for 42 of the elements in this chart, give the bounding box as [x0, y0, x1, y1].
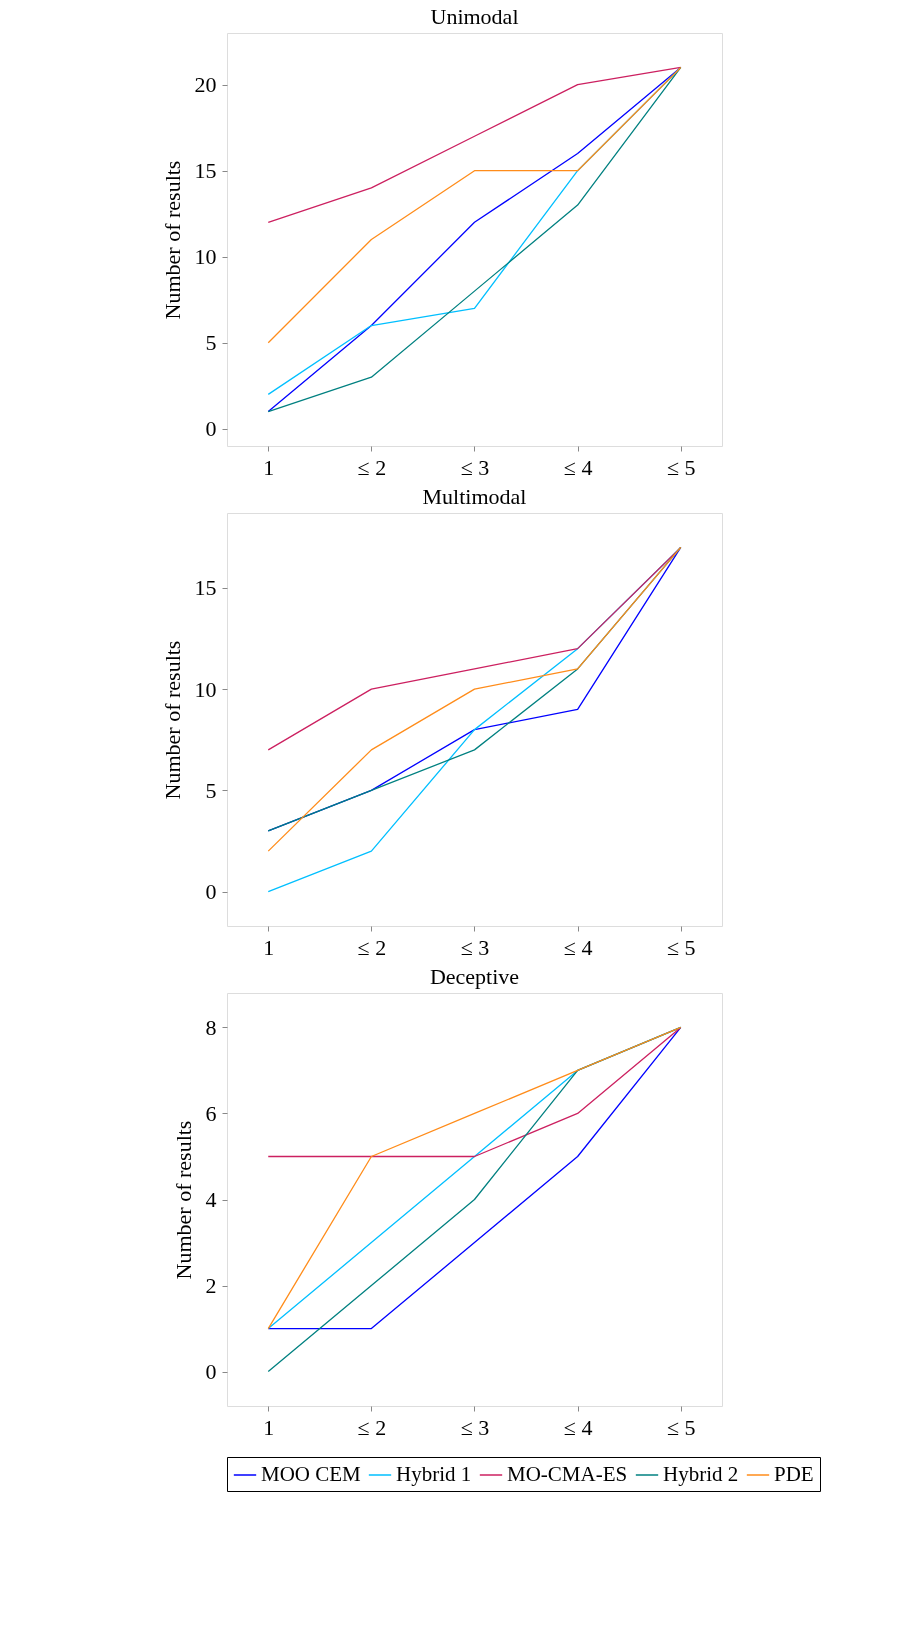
x-tick-label: ≤ 2: [357, 934, 387, 960]
x-tick-label: 1: [263, 1414, 275, 1440]
x-tick-label: ≤ 4: [563, 454, 593, 480]
legend-label: PDE: [774, 1462, 814, 1486]
y-tick-label: 10: [194, 244, 217, 270]
y-tick-label: 5: [205, 777, 217, 803]
y-axis-title: Number of results: [159, 160, 185, 320]
y-tick-label: 8: [205, 1014, 217, 1040]
x-tick-label: 1: [263, 454, 275, 480]
y-tick-label: 6: [205, 1100, 217, 1126]
y-tick-label: 15: [194, 158, 217, 184]
y-tick-label: 0: [205, 1359, 217, 1385]
x-tick-label: ≤ 3: [460, 1414, 490, 1440]
y-axis-title: Number of results: [170, 1120, 196, 1280]
y-tick-label: 0: [205, 416, 217, 442]
legend-label: Hybrid 2: [663, 1462, 739, 1486]
y-tick-label: 0: [205, 879, 217, 905]
y-tick-label: 4: [205, 1187, 217, 1212]
y-tick-label: 20: [194, 72, 217, 98]
x-tick-label: ≤ 2: [357, 454, 387, 480]
legend-label: Hybrid 1: [396, 1462, 472, 1486]
chart-title: Deceptive: [429, 964, 520, 989]
y-axis-title: Number of results: [159, 640, 185, 800]
x-tick-label: ≤ 4: [563, 1414, 593, 1440]
x-tick-label: ≤ 5: [666, 934, 696, 960]
x-tick-label: ≤ 2: [357, 1414, 387, 1440]
x-tick-label: ≤ 5: [666, 454, 696, 480]
x-tick-label: ≤ 4: [563, 934, 593, 960]
legend-label: MO-CMA-ES: [507, 1462, 628, 1486]
x-tick-label: ≤ 5: [666, 1414, 696, 1440]
y-tick-label: 5: [205, 330, 217, 356]
x-tick-label: ≤ 3: [460, 934, 490, 960]
x-tick-label: 1: [263, 934, 275, 960]
line-series: [267, 66, 682, 223]
y-tick-label: 15: [194, 575, 217, 601]
legend-label: MOO CEM: [261, 1462, 362, 1486]
chart-title: Unimodal: [430, 4, 519, 29]
y-tick-label: 2: [205, 1273, 217, 1299]
line-series: [267, 66, 682, 344]
y-tick-label: 10: [194, 676, 217, 702]
x-tick-label: ≤ 3: [460, 454, 490, 480]
chart-title: Multimodal: [422, 484, 527, 509]
